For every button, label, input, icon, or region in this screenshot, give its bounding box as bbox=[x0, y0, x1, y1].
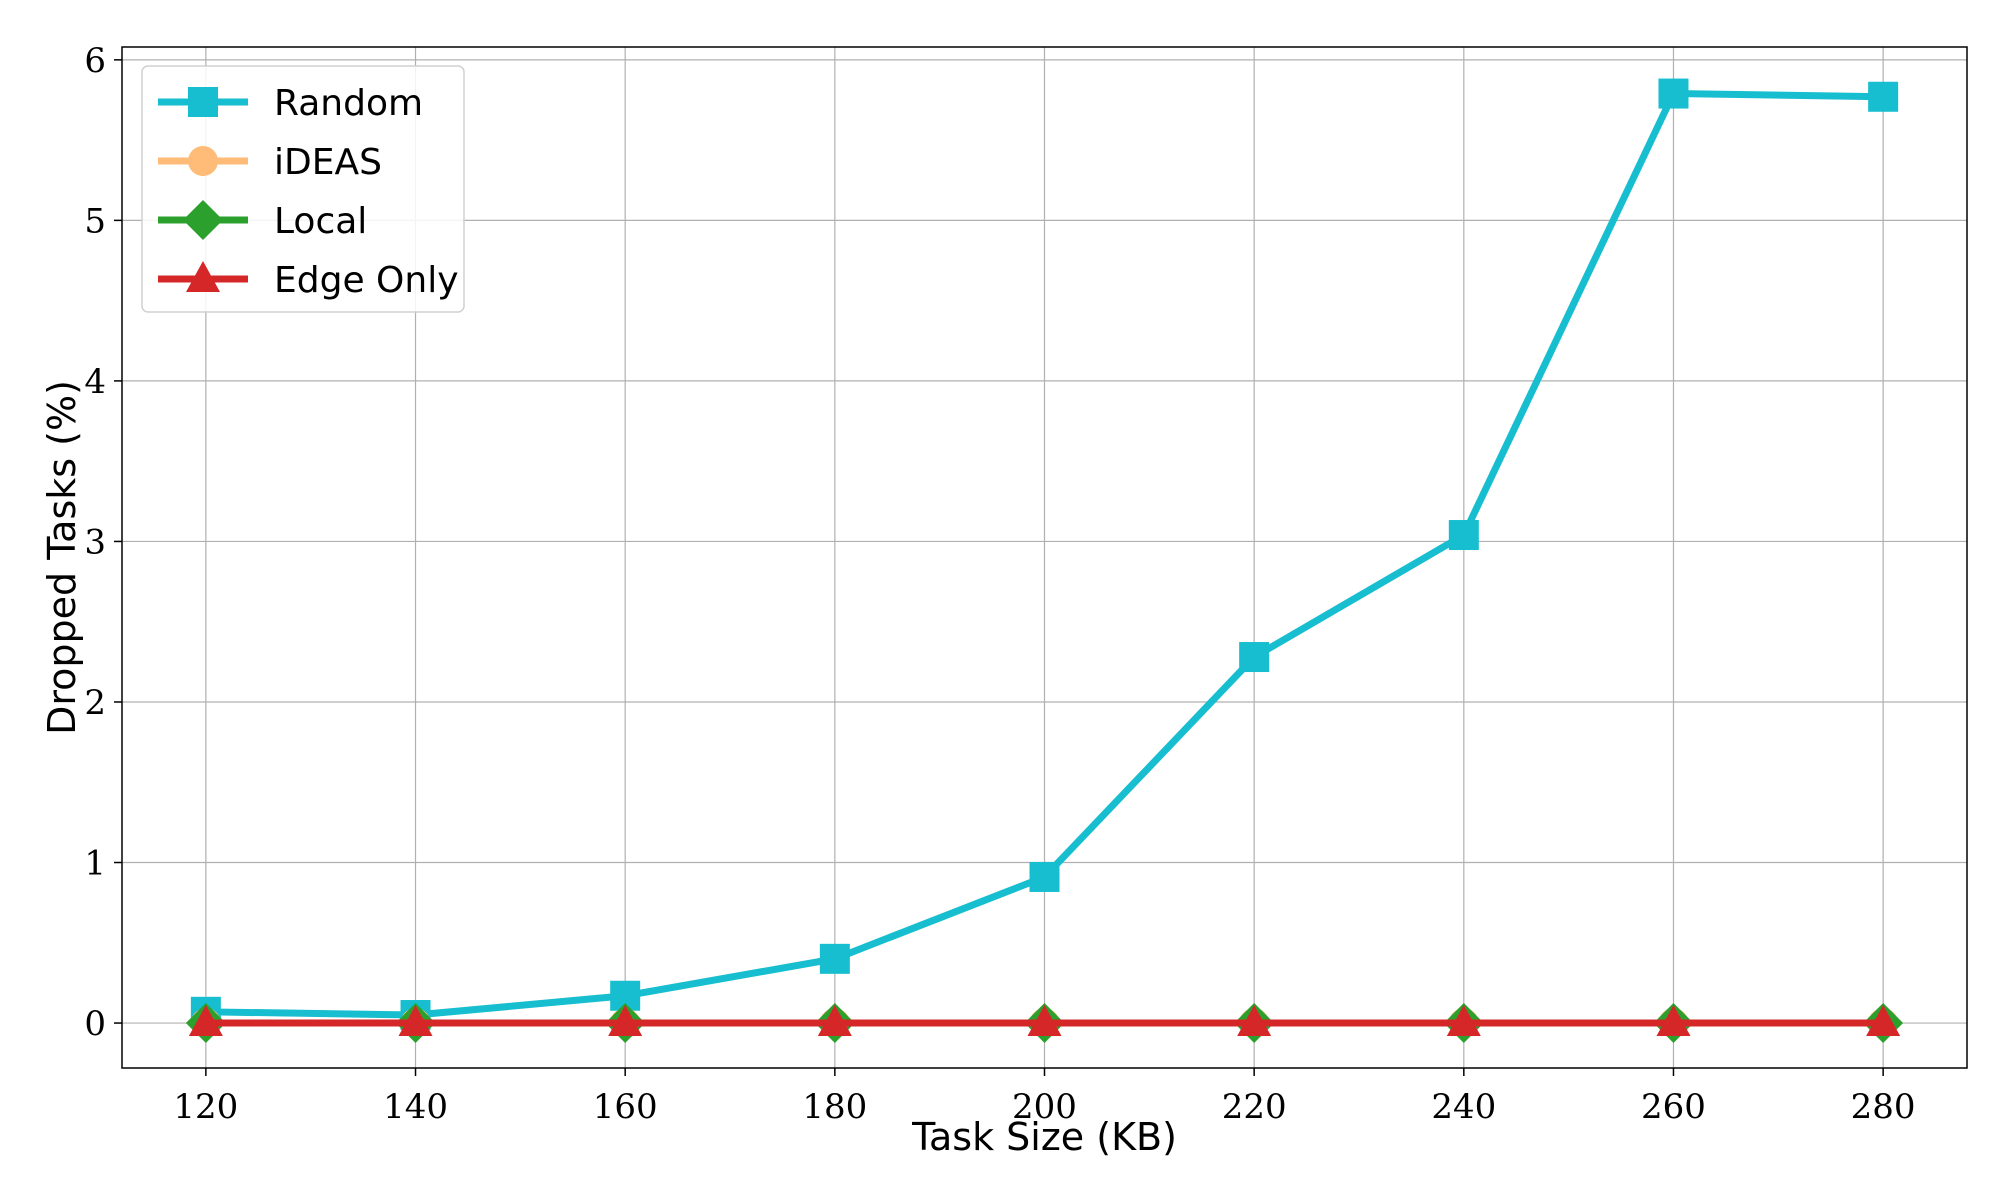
data-point bbox=[1658, 78, 1689, 109]
legend-label: Edge Only bbox=[274, 260, 459, 301]
x-tick-label: 240 bbox=[1431, 1087, 1496, 1127]
legend-label: Random bbox=[274, 83, 423, 124]
legend-item: iDEAS bbox=[158, 142, 382, 183]
y-tick-label: 5 bbox=[84, 201, 106, 241]
x-tick-label: 220 bbox=[1222, 1087, 1287, 1127]
data-point bbox=[398, 1005, 433, 1037]
legend-marker bbox=[186, 261, 220, 292]
data-point bbox=[608, 1005, 643, 1037]
data-point bbox=[1029, 861, 1060, 892]
data-point bbox=[1237, 1005, 1272, 1037]
legend-item: Random bbox=[158, 83, 423, 124]
axis-ticks: 120 140 160 180 200 220 240 260 280 0 1 2 3 4 5 6 bbox=[84, 41, 1915, 1127]
data-point bbox=[1866, 1005, 1901, 1037]
series-edge-only bbox=[188, 1005, 1901, 1037]
data-point bbox=[1239, 642, 1270, 673]
x-axis-label: Task Size (KB) bbox=[911, 1115, 1177, 1159]
y-tick-label: 6 bbox=[84, 41, 106, 81]
legend-box bbox=[141, 65, 465, 313]
y-tick-label: 0 bbox=[84, 1004, 106, 1044]
legend-item: Local bbox=[158, 200, 367, 242]
legend-item: Edge Only bbox=[158, 260, 459, 301]
x-tick-label: 140 bbox=[383, 1087, 448, 1127]
legend-marker bbox=[188, 146, 218, 176]
data-point bbox=[819, 943, 850, 974]
data-point bbox=[1446, 1005, 1481, 1037]
y-axis-label: Dropped Tasks (%) bbox=[40, 380, 84, 735]
data-point bbox=[188, 1005, 223, 1037]
data-point bbox=[1868, 81, 1899, 112]
x-tick-label: 280 bbox=[1851, 1087, 1916, 1127]
legend: Random iDEAS Local Edge Only bbox=[141, 65, 465, 313]
data-point bbox=[1027, 1005, 1062, 1037]
series-layer bbox=[185, 78, 1904, 1044]
data-point bbox=[817, 1005, 852, 1037]
y-tick-label: 4 bbox=[84, 362, 106, 402]
x-tick-label: 200 bbox=[1012, 1087, 1077, 1127]
x-tick-label: 160 bbox=[593, 1087, 658, 1127]
data-point bbox=[1448, 520, 1479, 551]
legend-marker bbox=[183, 200, 223, 240]
y-tick-label: 1 bbox=[84, 844, 106, 884]
legend-label: iDEAS bbox=[274, 142, 382, 183]
data-point bbox=[1656, 1005, 1691, 1037]
x-tick-label: 120 bbox=[173, 1087, 238, 1127]
legend-label: Local bbox=[274, 201, 367, 242]
legend-marker bbox=[188, 87, 218, 117]
x-tick-label: 180 bbox=[802, 1087, 867, 1127]
y-tick-label: 2 bbox=[84, 683, 106, 723]
x-tick-label: 260 bbox=[1641, 1087, 1706, 1127]
y-tick-label: 3 bbox=[84, 522, 106, 562]
